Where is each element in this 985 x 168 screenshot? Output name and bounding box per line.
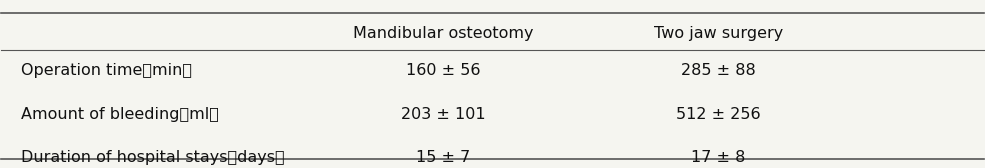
Text: Two jaw surgery: Two jaw surgery bbox=[654, 26, 783, 41]
Text: Mandibular osteotomy: Mandibular osteotomy bbox=[354, 26, 534, 41]
Text: 15 ± 7: 15 ± 7 bbox=[417, 151, 471, 165]
Text: 285 ± 88: 285 ± 88 bbox=[681, 63, 755, 78]
Text: Duration of hospital stays（days）: Duration of hospital stays（days） bbox=[21, 151, 285, 165]
Text: Operation time（min）: Operation time（min） bbox=[21, 63, 192, 78]
Text: 512 ± 256: 512 ± 256 bbox=[676, 107, 760, 122]
Text: 160 ± 56: 160 ± 56 bbox=[406, 63, 481, 78]
Text: 17 ± 8: 17 ± 8 bbox=[691, 151, 746, 165]
Text: Amount of bleeding（ml）: Amount of bleeding（ml） bbox=[21, 107, 219, 122]
Text: 203 ± 101: 203 ± 101 bbox=[401, 107, 486, 122]
